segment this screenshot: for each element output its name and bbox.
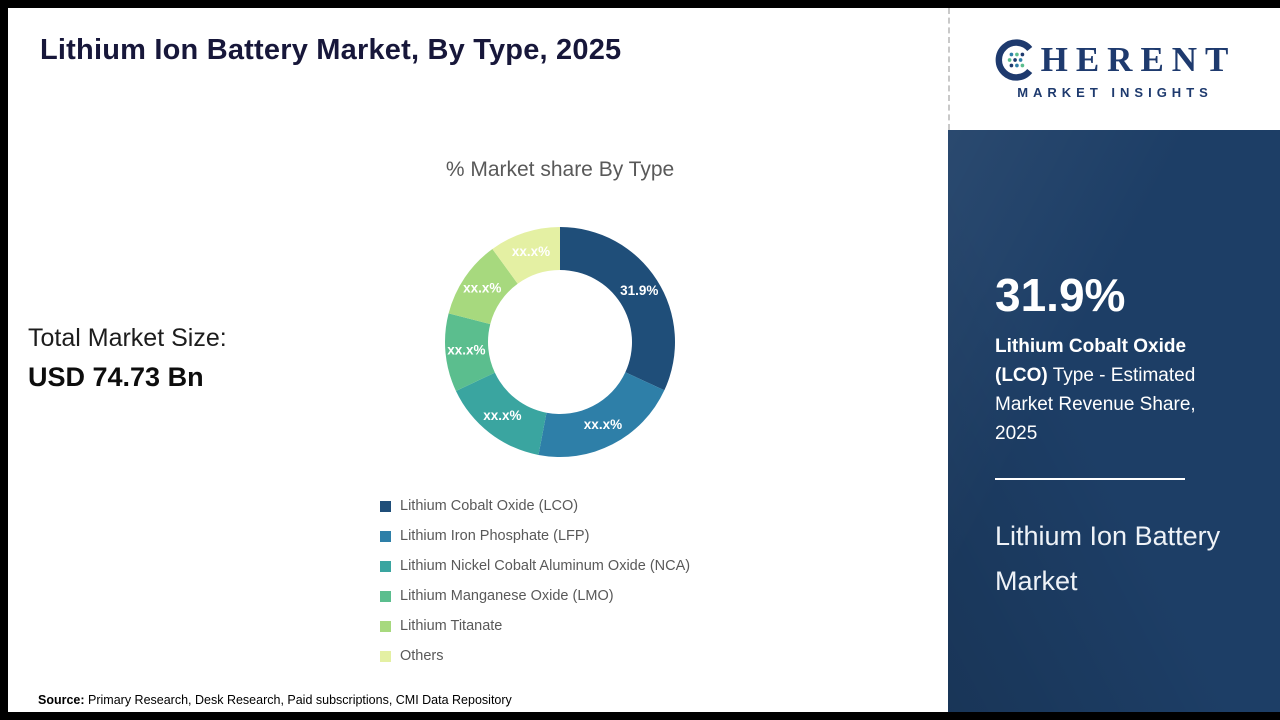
key-stat: 31.9% — [995, 269, 1126, 321]
legend-item-3: Lithium Nickel Cobalt Aluminum Oxide (NC… — [380, 556, 690, 576]
chart-slice-4 — [445, 313, 495, 391]
legend-swatch — [380, 530, 391, 542]
legend-swatch — [380, 620, 391, 632]
legend-item-5: Lithium Titanate — [380, 616, 690, 636]
chart-legend: Lithium Cobalt Oxide (LCO) Lithium Iron P… — [380, 496, 690, 666]
legend-swatch — [380, 590, 391, 602]
slice-label-5: xx.x% — [463, 281, 501, 296]
key-stat-description: Lithium Cobalt Oxide (LCO) Type - Estima… — [995, 332, 1227, 448]
legend-label: Lithium Nickel Cobalt Aluminum Oxide (NC… — [400, 558, 691, 574]
chart-slice-2 — [538, 372, 665, 457]
source-text: Primary Research, Desk Research, Paid su… — [84, 693, 512, 707]
logo-wordmark: HERENT — [994, 38, 1237, 82]
logo-wordmark-text: HERENT — [1040, 40, 1237, 79]
company-logo: HERENT MARKET INSIGHTS — [994, 38, 1237, 100]
logo-tagline: MARKET INSIGHTS — [1017, 85, 1213, 100]
legend-label: Lithium Cobalt Oxide (LCO) — [400, 498, 579, 514]
total-market-size-value: USD 74.73 Bn — [28, 362, 204, 392]
source-label: Source: — [38, 693, 85, 707]
legend-swatch — [380, 500, 391, 512]
page-title: Lithium Ion Battery Market, By Type, 202… — [40, 34, 622, 66]
legend-item-4: Lithium Manganese Oxide (LMO) — [380, 586, 690, 606]
key-stat-description-rest: Type - Estimated Market Revenue Share, 2… — [995, 365, 1196, 444]
chart-slice-3 — [455, 372, 547, 455]
market-name: Lithium Ion Battery Market — [995, 521, 1221, 596]
total-market-size-label: Total Market Size: — [28, 324, 227, 352]
slice-label-6: xx.x% — [512, 244, 550, 259]
source-note: Source: Primary Research, Desk Research,… — [38, 693, 512, 707]
main-canvas: Lithium Ion Battery Market, By Type, 202… — [8, 8, 948, 712]
legend-item-6: Others — [380, 646, 690, 666]
chart-slice-6 — [492, 227, 560, 284]
panel-divider — [995, 478, 1185, 480]
legend-label: Lithium Manganese Oxide (LMO) — [400, 588, 614, 604]
side-panel-content: 31.9% Lithium Cobalt Oxide (LCO) Type - … — [948, 130, 1280, 604]
side-panel: 31.9% Lithium Cobalt Oxide (LCO) Type - … — [948, 130, 1280, 712]
slice-label-3: xx.x% — [483, 408, 521, 423]
legend-item-2: Lithium Iron Phosphate (LFP) — [380, 526, 690, 546]
legend-swatch — [380, 650, 391, 662]
legend-label: Others — [400, 648, 444, 664]
slice-label-2: xx.x% — [584, 417, 622, 432]
chart-title: % Market share By Type — [445, 158, 675, 181]
legend-item-1: Lithium Cobalt Oxide (LCO) — [380, 496, 690, 516]
coherent-c-globe-icon — [995, 39, 1032, 81]
legend-label: Lithium Titanate — [400, 618, 503, 634]
key-stat-description-bold: Lithium Cobalt Oxide (LCO) — [995, 336, 1187, 386]
logo-area: HERENT MARKET INSIGHTS — [948, 8, 1280, 130]
slice-label-1: 31.9% — [620, 283, 658, 298]
slice-label-4: xx.x% — [447, 342, 485, 357]
chart-slice-5 — [448, 248, 518, 325]
legend-swatch — [380, 560, 391, 572]
donut-chart: 31.9% xx.x% xx.x% xx.x% xx.x% xx.x% — [445, 227, 675, 457]
chart-slice-1 — [560, 227, 675, 391]
legend-label: Lithium Iron Phosphate (LFP) — [400, 528, 590, 544]
